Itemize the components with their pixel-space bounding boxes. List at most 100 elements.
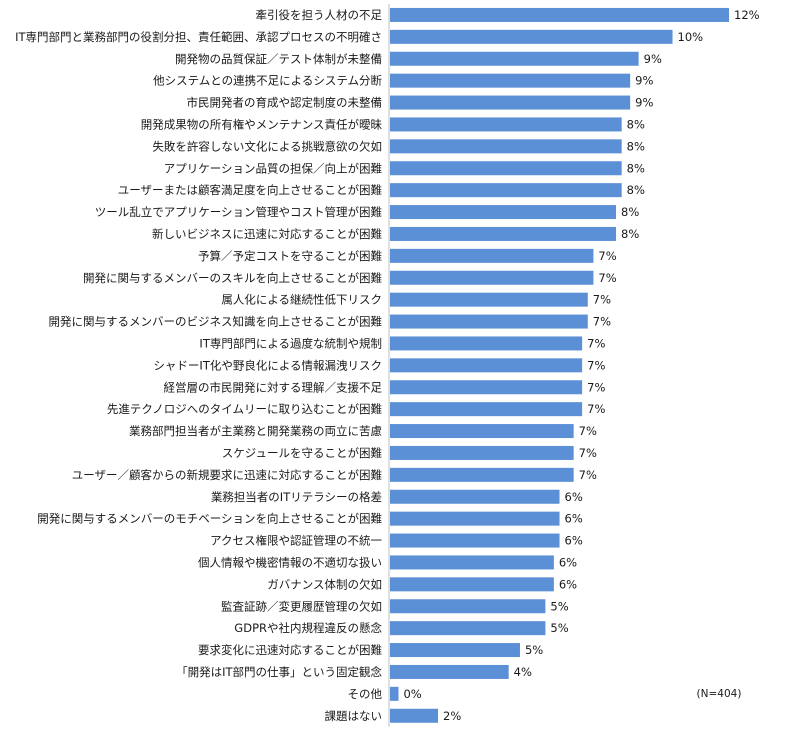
category-label: アクセス権限や認証管理の不統一 xyxy=(210,534,382,548)
value-label: 7% xyxy=(579,468,597,482)
bar xyxy=(390,664,509,679)
category-label: アプリケーション品質の担保／向上が困難 xyxy=(164,161,382,175)
value-label: 10% xyxy=(678,30,704,44)
bar xyxy=(390,577,554,592)
category-label: 個人情報や機密情報の不適切な扱い xyxy=(198,555,382,569)
category-label: 課題はない xyxy=(325,709,383,723)
value-label: 7% xyxy=(598,271,616,285)
bar xyxy=(390,7,730,22)
category-label: 開発に関与するメンバーのモチベーションを向上させることが困難 xyxy=(37,512,382,526)
category-label: ユーザー／顧客からの新規要求に迅速に対応することが困難 xyxy=(72,468,382,482)
category-label: 先進テクノロジへのタイムリーに取り込むことが困難 xyxy=(107,402,382,416)
bar xyxy=(390,161,622,176)
bar xyxy=(390,533,560,548)
bar xyxy=(390,139,622,154)
category-label: ユーザーまたは顧客満足度を向上させることが困難 xyxy=(118,183,382,197)
category-label: 監査証跡／変更履歴管理の欠如 xyxy=(221,599,382,613)
value-label: 6% xyxy=(565,534,583,548)
bar xyxy=(390,270,594,285)
bar xyxy=(390,599,546,614)
category-label: IT専門部門による過度な統制や規制 xyxy=(199,336,382,350)
bars xyxy=(390,7,730,723)
value-label: 8% xyxy=(621,227,639,241)
bar xyxy=(390,248,594,263)
category-label: 市民開発者の育成や認定制度の未整備 xyxy=(187,96,383,110)
category-label: 業務担当者のITリテラシーの格差 xyxy=(211,490,382,504)
bar xyxy=(390,73,631,88)
category-label: シャドーIT化や野良化による情報漏洩リスク xyxy=(153,358,382,372)
bar xyxy=(390,621,546,636)
bar xyxy=(390,358,583,373)
value-label: 7% xyxy=(579,446,597,460)
category-label: 失敗を許容しない文化による挑戦意欲の欠如 xyxy=(152,139,382,153)
value-label: 8% xyxy=(621,205,639,219)
value-label: 9% xyxy=(635,74,653,88)
bar xyxy=(390,445,574,460)
category-label: 他システムとの連携不足によるシステム分断 xyxy=(153,74,382,88)
category-label: 「開発はIT部門の仕事」という固定観念 xyxy=(176,665,382,679)
bar xyxy=(390,643,520,658)
bar xyxy=(390,314,588,329)
bar xyxy=(390,51,639,66)
bar xyxy=(390,686,399,701)
category-label: ツール乱立でアプリケーション管理やコスト管理が困難 xyxy=(95,205,382,219)
value-label: 5% xyxy=(550,599,568,613)
value-label: 6% xyxy=(559,577,577,591)
category-label: 開発に関与するメンバーのスキルを向上させることが困難 xyxy=(83,271,382,285)
value-label: 0% xyxy=(403,687,421,701)
sample-size-note: (N=404) xyxy=(697,688,742,700)
value-label: 9% xyxy=(635,96,653,110)
value-label: 7% xyxy=(587,380,605,394)
value-label: 12% xyxy=(734,8,760,22)
bar xyxy=(390,336,583,351)
category-label: 業務部門担当者が主業務と開発業務の両立に苦慮 xyxy=(129,424,382,438)
category-label: 予算／予定コストを守ることが困難 xyxy=(198,249,382,263)
category-label: GDPRや社内規程違反の懸念 xyxy=(234,621,382,635)
value-label: 6% xyxy=(565,512,583,526)
category-label: 要求変化に迅速対応することが困難 xyxy=(198,643,382,657)
bar xyxy=(390,183,622,198)
bar xyxy=(390,489,560,504)
bar xyxy=(390,402,583,417)
bar xyxy=(390,29,673,44)
value-label: 7% xyxy=(587,336,605,350)
value-label: 8% xyxy=(627,183,645,197)
value-label: 7% xyxy=(593,293,611,307)
bar xyxy=(390,226,617,241)
category-label: 新しいビジネスに迅速に対応することが困難 xyxy=(152,227,382,241)
value-label: 7% xyxy=(579,424,597,438)
category-label: 経営層の市民開発に対する理解／支援不足 xyxy=(164,380,383,394)
bar xyxy=(390,555,554,570)
value-label: 9% xyxy=(644,52,662,66)
category-label: 開発成果物の所有権やメンテナンス責任が曖昧 xyxy=(141,117,383,131)
value-label: 7% xyxy=(593,315,611,329)
value-label: 6% xyxy=(559,555,577,569)
value-label: 7% xyxy=(587,358,605,372)
value-label: 8% xyxy=(627,139,645,153)
category-label: 牽引役を担う人材の不足 xyxy=(256,8,383,22)
category-label: 開発に関与するメンバーのビジネス知識を向上させることが困難 xyxy=(49,315,383,329)
value-label: 6% xyxy=(565,490,583,504)
category-label: ガバナンス体制の欠如 xyxy=(267,577,382,591)
bar xyxy=(390,424,574,439)
bar xyxy=(390,117,622,132)
value-label: 4% xyxy=(514,665,532,679)
bar xyxy=(390,467,574,482)
category-label: IT専門部門と業務部門の役割分担、責任範囲、承認プロセスの不明確さ xyxy=(15,30,382,44)
category-label: 開発物の品質保証／テスト体制が未整備 xyxy=(175,52,382,66)
bar xyxy=(390,380,583,395)
value-label: 5% xyxy=(525,643,543,657)
value-label: 5% xyxy=(550,621,568,635)
bar xyxy=(390,292,588,307)
bar xyxy=(390,511,560,526)
value-labels: 12% 10% 9% 9% 9% 8% 8% 8% 8% 8% 8% 7% 7% 7% 7% 7% 7% 7% 7%… xyxy=(403,8,759,723)
bar xyxy=(390,708,439,723)
value-label: 7% xyxy=(598,249,616,263)
value-label: 7% xyxy=(587,402,605,416)
value-label: 8% xyxy=(627,161,645,175)
bar xyxy=(390,205,617,220)
category-label: 属人化による継続性低下リスク xyxy=(221,293,382,307)
bar xyxy=(390,95,631,110)
category-labels: 牽引役を担う人材の不足 IT専門部門と業務部門の役割分担、責任範囲、承認プロセスの… xyxy=(15,8,382,723)
